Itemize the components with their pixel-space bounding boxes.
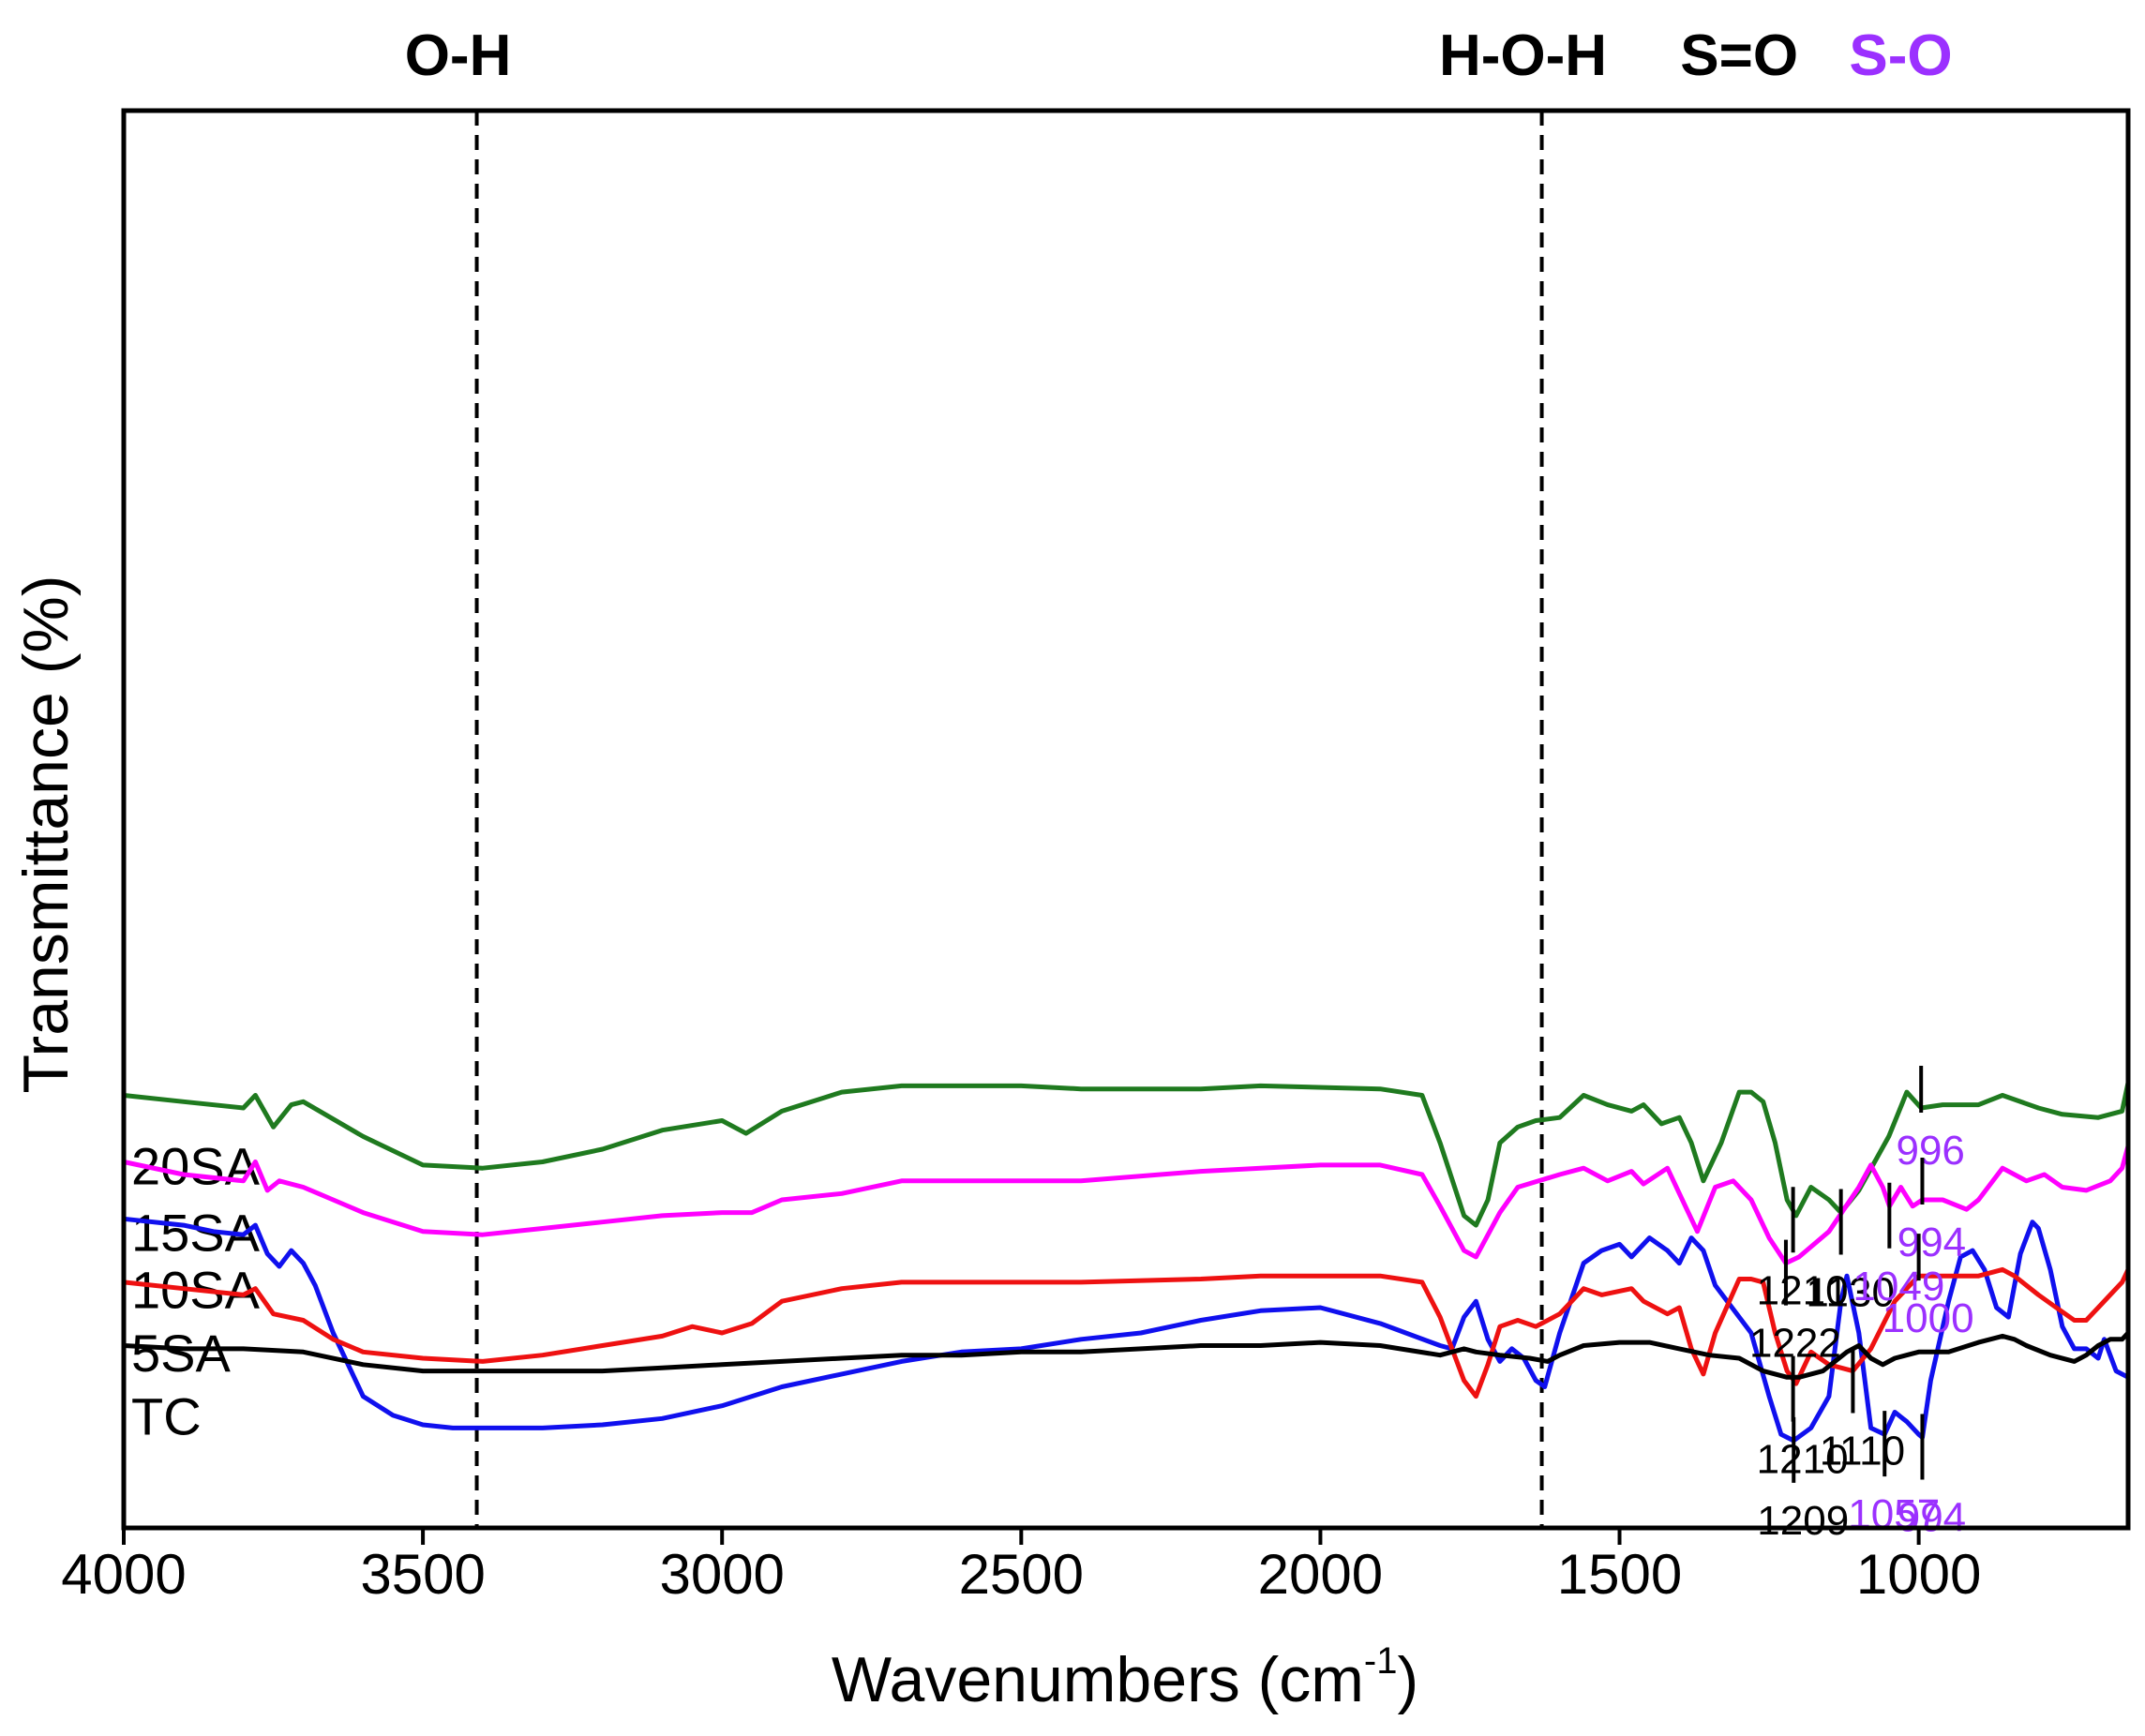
- x-tick-label-2500: 2500: [959, 1543, 1084, 1606]
- band-label-0: O-H: [405, 23, 512, 88]
- peak-label-20SA-996: 996: [1896, 1128, 1964, 1174]
- peak-label-5SA-1210: 1210: [1757, 1437, 1849, 1483]
- x-tick-label-2000: 2000: [1258, 1543, 1383, 1606]
- series-line-15SA: [123, 1145, 2131, 1266]
- x-tick-label-4000: 4000: [61, 1543, 186, 1606]
- band-label-extra-1: S-O: [1849, 23, 1952, 88]
- peak-label-20SA-1130: 1130: [1806, 1270, 1895, 1316]
- series-line-5SA: [123, 1266, 2131, 1399]
- band-lines: O-H H-O-H S=O S-O: [405, 23, 1953, 1528]
- series-label-5SA: 5SA: [131, 1324, 231, 1383]
- band-label-extra-0: S=O: [1680, 23, 1798, 88]
- peak-label-10SA-994: 994: [1898, 1495, 1966, 1541]
- series-line-TC: [123, 1331, 2130, 1380]
- x-axis-label-close: ): [1397, 1644, 1418, 1715]
- y-axis-label: Transmittance (%): [10, 576, 82, 1094]
- peak-label-15SA-1222: 1222: [1749, 1321, 1841, 1367]
- series-label-TC: TC: [131, 1387, 202, 1446]
- band-label-1: H-O-H: [1439, 23, 1607, 88]
- series-line-10SA: [123, 1216, 2130, 1444]
- series-line-20SA: [123, 1082, 2131, 1228]
- peak-label-20SA-1210: 1210: [1757, 1267, 1849, 1313]
- peak-label-10SA-1209: 1209: [1757, 1498, 1849, 1544]
- peak-label-15SA-994: 994: [1898, 1220, 1966, 1265]
- plot-frame: [121, 108, 2131, 1531]
- peak-label-5SA-1110: 1110: [1820, 1429, 1905, 1474]
- x-tick-label-1500: 1500: [1557, 1543, 1682, 1606]
- x-axis-label: Wavenumbers (cm-1): [832, 1640, 1418, 1715]
- x-axis-label-superscript: -1: [1364, 1640, 1398, 1682]
- peak-label-5SA-1000: 1000: [1882, 1295, 1974, 1341]
- x-tick-label-3500: 3500: [360, 1543, 485, 1606]
- x-tick-label-3000: 3000: [659, 1543, 784, 1606]
- x-axis-ticks: 4000 3500 3000 2500 2000 1500 1000: [61, 1528, 1981, 1606]
- peak-label-15SA-1049: 1049: [1852, 1264, 1944, 1309]
- axes: [121, 108, 2131, 1531]
- x-tick-label-1000: 1000: [1856, 1543, 1981, 1606]
